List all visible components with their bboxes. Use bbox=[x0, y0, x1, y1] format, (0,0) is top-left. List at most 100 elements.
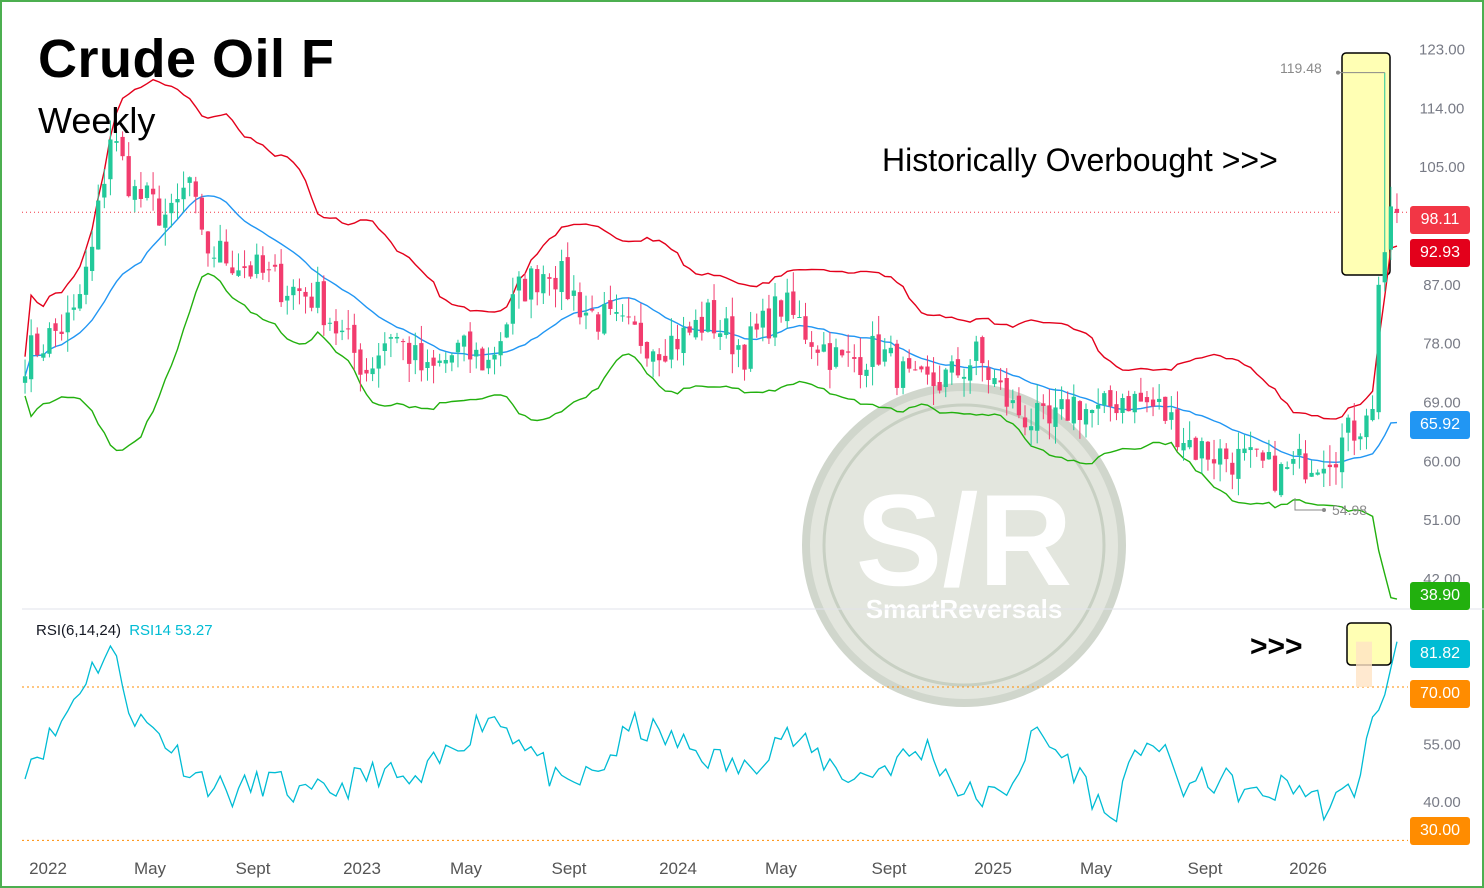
candle bbox=[785, 278, 790, 329]
candle-body bbox=[1102, 393, 1107, 406]
candle-body bbox=[248, 265, 253, 277]
candle-body bbox=[59, 331, 64, 334]
candle bbox=[504, 322, 509, 339]
candle bbox=[480, 346, 485, 371]
candle bbox=[919, 365, 924, 373]
candle bbox=[187, 176, 192, 197]
candle bbox=[35, 327, 40, 358]
candle-body bbox=[266, 269, 272, 271]
candle-body bbox=[309, 296, 314, 308]
candle bbox=[510, 277, 515, 335]
candle bbox=[1394, 193, 1400, 224]
time-axis-tick: May bbox=[134, 859, 167, 878]
candle bbox=[791, 272, 796, 319]
candle bbox=[266, 261, 272, 283]
candle bbox=[1303, 440, 1308, 484]
candle-body bbox=[772, 296, 778, 338]
candle bbox=[102, 168, 107, 209]
candle bbox=[821, 332, 826, 353]
candle-body bbox=[1114, 404, 1119, 414]
candle bbox=[449, 352, 454, 372]
candle bbox=[1321, 450, 1326, 487]
candle-body bbox=[242, 266, 247, 269]
candle bbox=[59, 314, 64, 341]
candle-body bbox=[919, 366, 924, 370]
candle-body bbox=[224, 241, 229, 264]
candle-body bbox=[425, 362, 430, 369]
candle bbox=[596, 311, 601, 340]
candle bbox=[937, 365, 942, 394]
time-axis-tick: 2022 bbox=[29, 859, 67, 878]
candle bbox=[1315, 469, 1320, 476]
candle-body bbox=[541, 274, 546, 294]
candle-body bbox=[894, 343, 900, 388]
candle bbox=[285, 285, 290, 315]
candle-body bbox=[730, 316, 735, 355]
candle-body bbox=[974, 341, 979, 361]
candle-body bbox=[1041, 403, 1046, 406]
candle bbox=[77, 284, 83, 312]
candle bbox=[1096, 388, 1101, 426]
candle-body bbox=[1315, 472, 1320, 475]
candle bbox=[943, 367, 948, 398]
candle-body bbox=[553, 277, 558, 290]
candle-body bbox=[1339, 437, 1345, 473]
candle bbox=[1157, 384, 1162, 410]
candle bbox=[169, 193, 174, 228]
candle bbox=[577, 282, 583, 325]
candle-body bbox=[754, 323, 759, 330]
candle bbox=[1260, 450, 1265, 469]
rsi-legend-name: RSI(6,14,24) bbox=[36, 622, 122, 639]
candle bbox=[193, 176, 198, 214]
candle bbox=[71, 294, 76, 321]
candle bbox=[980, 335, 985, 382]
candle bbox=[218, 224, 223, 263]
candle bbox=[41, 344, 46, 362]
candle-body bbox=[1333, 464, 1339, 468]
candle-body bbox=[1352, 420, 1357, 441]
time-axis-tick: Sept bbox=[236, 859, 271, 878]
candle bbox=[83, 249, 89, 305]
candle bbox=[833, 338, 839, 369]
price-axis-tick: 60.00 bbox=[1423, 453, 1461, 470]
candle-body bbox=[675, 338, 680, 350]
candle bbox=[1388, 186, 1393, 260]
candle-body bbox=[291, 286, 296, 296]
candle-body bbox=[1242, 448, 1247, 454]
candle bbox=[894, 339, 900, 396]
candle bbox=[1175, 391, 1180, 451]
candle bbox=[309, 282, 314, 312]
candle-body bbox=[846, 351, 851, 353]
candle bbox=[553, 266, 558, 308]
candle bbox=[730, 297, 735, 374]
candle bbox=[1138, 377, 1143, 402]
candle bbox=[376, 343, 381, 388]
candle bbox=[1059, 386, 1064, 420]
candle bbox=[571, 275, 576, 311]
candle-body bbox=[718, 333, 723, 337]
candle-body bbox=[809, 342, 814, 347]
candle-body bbox=[1236, 448, 1241, 479]
candle-body bbox=[882, 349, 887, 362]
candle-body bbox=[364, 369, 369, 374]
candle bbox=[315, 266, 320, 314]
candle bbox=[175, 183, 180, 220]
candle-body bbox=[1205, 441, 1211, 460]
candle-body bbox=[943, 369, 948, 388]
candle bbox=[29, 319, 34, 393]
candle-body bbox=[858, 357, 863, 376]
candle-body bbox=[766, 308, 772, 339]
candle-body bbox=[742, 344, 747, 370]
candle-body bbox=[559, 261, 564, 293]
candle bbox=[766, 294, 772, 345]
candle bbox=[614, 294, 619, 322]
candle bbox=[211, 246, 217, 268]
time-axis-tick: 2025 bbox=[974, 859, 1012, 878]
rsi-70-tag: 70.00 bbox=[1410, 680, 1470, 708]
candle bbox=[864, 363, 869, 388]
candle-body bbox=[1108, 390, 1113, 407]
rsi-axis-tick: 55.00 bbox=[1423, 737, 1461, 754]
candle-body bbox=[65, 312, 70, 333]
candle-body bbox=[102, 183, 107, 198]
